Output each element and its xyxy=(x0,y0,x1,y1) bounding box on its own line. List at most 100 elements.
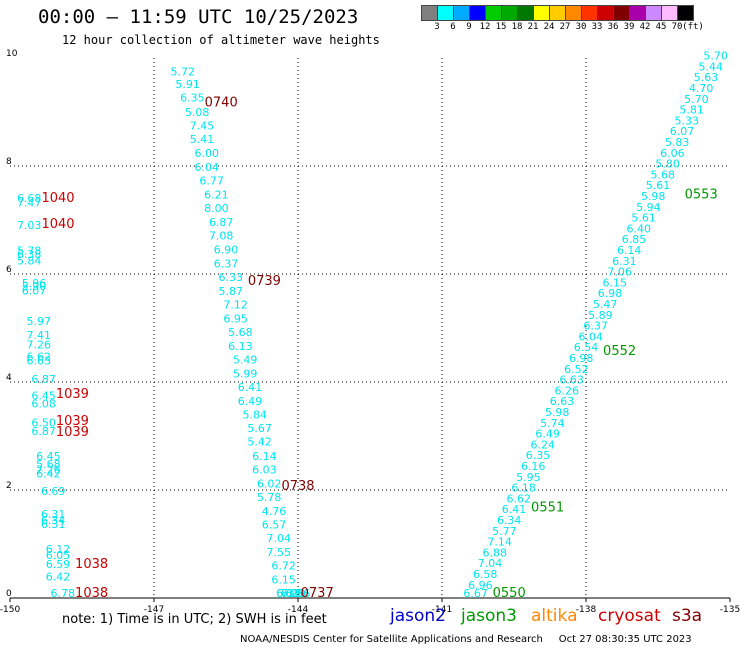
wave-height-label: 6.87 xyxy=(31,425,56,438)
wave-height-label: 5.98 xyxy=(641,190,666,203)
time-label: 1039 xyxy=(56,387,89,402)
wave-height-label: 5.97 xyxy=(27,315,52,328)
wave-height-label: 5.70 xyxy=(684,93,709,106)
wave-height-label: 6.85 xyxy=(622,233,647,246)
wave-height-label: 6.63 xyxy=(550,395,575,408)
wave-height-label: 5.84 xyxy=(17,254,42,267)
legend-jason2: jason2 xyxy=(390,606,446,626)
wave-height-label: 5.87 xyxy=(219,285,244,298)
wave-height-label: 5.68 xyxy=(36,458,61,471)
x-tick-label: -138 xyxy=(576,605,597,615)
wave-height-label: 6.45 xyxy=(36,450,61,463)
time-label: 1038 xyxy=(75,557,108,572)
chart-title: 00:00 — 11:59 UTC 10/25/2023 xyxy=(38,6,359,28)
wave-height-label: 6.45 xyxy=(31,389,56,402)
wave-height-label: 6.35 xyxy=(276,587,301,600)
wave-height-label: 6.98 xyxy=(598,287,623,300)
y-tick-label: 6 xyxy=(6,265,12,275)
wave-height-label: 5.68 xyxy=(228,326,253,339)
wave-height-label: 6.02 xyxy=(257,477,282,490)
legend-jason3: jason3 xyxy=(461,606,517,626)
color-scale-label: (ft) xyxy=(682,22,704,32)
color-scale-label: 18 xyxy=(511,22,523,32)
wave-height-label: 6.42 xyxy=(46,571,71,584)
color-scale-label: 39 xyxy=(623,22,635,32)
wave-height-label: 5.78 xyxy=(257,491,282,504)
legend-altika: altika xyxy=(531,606,578,626)
wave-height-label: 6.56 xyxy=(286,587,311,600)
x-tick-label: -147 xyxy=(144,605,164,615)
wave-height-label: 5.90 xyxy=(22,280,47,293)
wave-height-label: 6.78 xyxy=(51,587,76,600)
wave-height-label: 5.98 xyxy=(545,406,570,419)
wave-height-label: 6.38 xyxy=(17,248,42,261)
wave-height-label: 6.49 xyxy=(535,428,560,441)
legend-s3a: s3a xyxy=(672,606,703,626)
time-label: 0738 xyxy=(281,479,314,494)
wave-height-label: 5.96 xyxy=(22,277,47,290)
x-tick-label: -135 xyxy=(720,605,740,615)
wave-height-label: 6.63 xyxy=(27,355,52,368)
wave-height-label: 5.67 xyxy=(247,422,272,435)
wave-height-label: 6.88 xyxy=(483,546,508,559)
color-scale-label: 30 xyxy=(575,22,587,32)
wave-height-label: 7.03 xyxy=(17,219,42,232)
wave-height-label: 5.81 xyxy=(679,104,704,117)
color-scale-label: 12 xyxy=(479,22,491,32)
wave-height-label: 6.67 xyxy=(463,587,488,600)
wave-height-label: 7.45 xyxy=(190,119,215,132)
wave-height-label: 7.47 xyxy=(17,197,42,210)
wave-height-label: 6.96 xyxy=(468,579,493,592)
footer-credit: NOAA/NESDIS Center for Satellite Applica… xyxy=(240,634,692,645)
wave-height-label: 6.40 xyxy=(627,222,652,235)
wave-height-label: 6.04 xyxy=(195,161,220,174)
legend-cryosat: cryosat xyxy=(598,606,661,626)
y-tick-label: 8 xyxy=(6,157,12,167)
time-label: 0553 xyxy=(685,187,718,202)
time-label: 0550 xyxy=(493,586,526,601)
wave-height-label: 6.37 xyxy=(583,320,608,333)
color-scale-label: 42 xyxy=(639,22,651,32)
x-tick-label: -141 xyxy=(432,605,452,615)
y-tick-label: 0 xyxy=(6,589,12,599)
wave-height-label: 7.26 xyxy=(27,339,52,352)
wave-height-label: 5.33 xyxy=(675,114,700,127)
wave-height-label: 6.03 xyxy=(252,463,277,476)
wave-height-label: 6.50 xyxy=(31,416,56,429)
wave-height-label: 5.68 xyxy=(651,168,676,181)
time-label: 1039 xyxy=(56,425,89,440)
wave-height-label: 6.14 xyxy=(252,450,277,463)
wave-height-label: 6.72 xyxy=(271,559,296,572)
wave-height-label: 5.61 xyxy=(646,179,671,192)
wave-height-label: 6.62 xyxy=(507,492,532,505)
color-scale-bar xyxy=(421,5,694,21)
time-label: 0552 xyxy=(603,344,636,359)
wave-height-label: 6.35 xyxy=(526,449,551,462)
wave-height-label: 5.42 xyxy=(247,436,272,449)
wave-height-label: 5.08 xyxy=(185,106,210,119)
wave-height-label: 5.78 xyxy=(17,245,42,258)
wave-height-label: 6.49 xyxy=(238,395,263,408)
wave-height-label: 7.12 xyxy=(223,299,248,312)
wave-height-label: 6.15 xyxy=(271,573,296,586)
wave-height-label: 6.21 xyxy=(204,188,229,201)
wave-height-label: 7.08 xyxy=(209,229,234,242)
wave-height-label: 5.80 xyxy=(655,158,680,171)
wave-height-label: 6.00 xyxy=(195,147,220,160)
wave-height-label: 7.06 xyxy=(607,266,632,279)
color-scale-label: 24 xyxy=(543,22,555,32)
wave-height-label: 6.31 xyxy=(41,518,66,531)
wave-height-label: 7.26 xyxy=(36,463,61,476)
wave-height-label: 6.37 xyxy=(214,258,239,271)
wave-height-label: 5.74 xyxy=(540,417,565,430)
footer-note: note: 1) Time is in UTC; 2) SWH is in fe… xyxy=(62,612,327,627)
wave-height-label: 6.42 xyxy=(36,468,61,481)
color-scale-label: 3 xyxy=(434,22,440,32)
wave-height-label: 6.90 xyxy=(214,243,239,256)
x-tick-label: -144 xyxy=(288,605,309,615)
time-label: 0739 xyxy=(248,274,281,289)
wave-height-label: 5.95 xyxy=(516,471,541,484)
wave-height-label: 6.41 xyxy=(238,381,263,394)
wave-height-label: 7.55 xyxy=(267,546,292,559)
wave-height-label: 6.26 xyxy=(555,384,580,397)
